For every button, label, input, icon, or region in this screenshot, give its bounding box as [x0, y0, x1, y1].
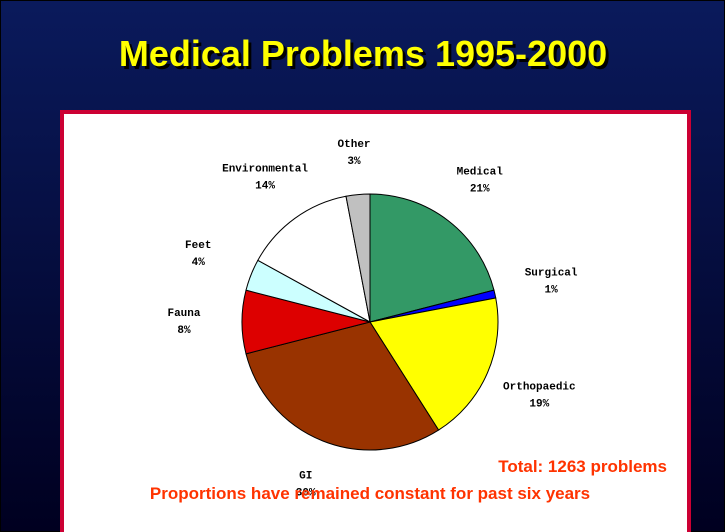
pie-slice: [369, 193, 495, 323]
slice-value-label: 19%: [529, 398, 549, 410]
pie-slice: [369, 297, 499, 431]
pie-slice: [245, 321, 440, 451]
slice-value-label: 21%: [470, 184, 490, 196]
pie-slice: [345, 193, 371, 323]
slice-value-label: 1%: [544, 285, 558, 297]
slice-label: Feet: [185, 240, 211, 252]
pie-slice: [257, 195, 371, 323]
title-shadow: Medical Problems 1995-2000: [122, 36, 610, 77]
slice-label: Medical: [457, 167, 504, 179]
slice-label: Other: [338, 139, 371, 151]
slice-value-label: 4%: [192, 257, 206, 269]
slice-label: Orthopaedic: [503, 381, 576, 393]
slice-label: Environmental: [222, 164, 308, 176]
slice-value-label: 14%: [255, 181, 275, 193]
slice-value-label: 30%: [296, 487, 316, 499]
slice-label: Fauna: [167, 308, 200, 320]
slice-label: Surgical: [525, 268, 578, 280]
chart-title: Medical Problems 1995-2000: [119, 33, 607, 74]
pie: Medical 21% Surgical 1% Orthopaedic 19% GI 30% F…: [167, 139, 577, 499]
annotation: Total: 1263 problems: [498, 457, 667, 476]
annotation: Proportions have remained constant for p…: [150, 484, 590, 503]
slice-value-label: 8%: [177, 325, 191, 337]
slice-value-label: 3%: [347, 156, 361, 168]
slice-label: GI: [299, 470, 312, 482]
